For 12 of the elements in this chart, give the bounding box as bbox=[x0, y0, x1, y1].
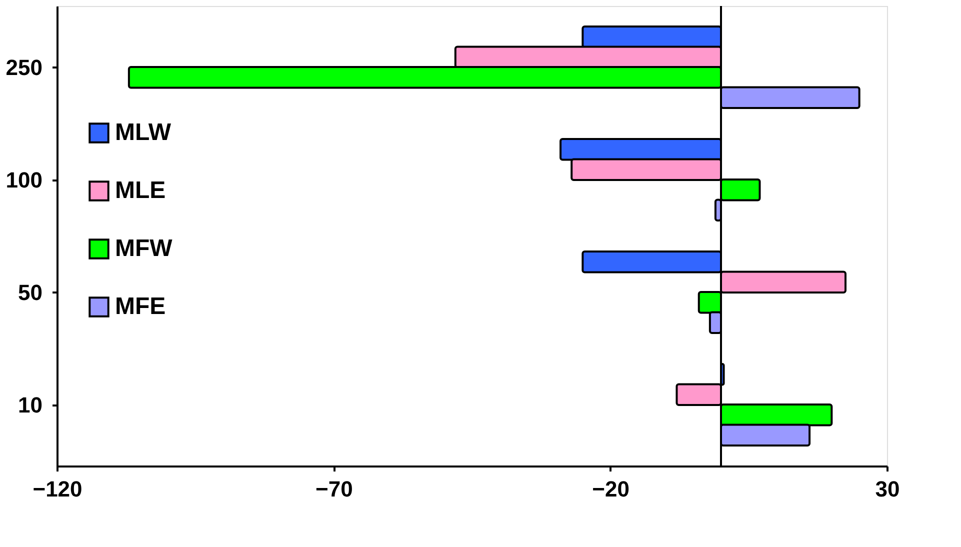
y-tick-label: 10 bbox=[18, 392, 42, 418]
x-tick-label: −20 bbox=[592, 476, 630, 502]
x-tick-label: 30 bbox=[875, 476, 900, 502]
x-tick-label: −120 bbox=[32, 476, 82, 502]
legend-label: MLE bbox=[115, 177, 166, 204]
y-tick-label: 50 bbox=[18, 280, 42, 305]
legend-label: MLW bbox=[115, 119, 172, 146]
y-tick-label: 100 bbox=[6, 167, 42, 192]
x-tick-label: −70 bbox=[316, 476, 353, 502]
legend-label: MFE bbox=[115, 293, 166, 320]
y-tick-label: 250 bbox=[6, 54, 42, 80]
legend-label: MFW bbox=[115, 235, 173, 262]
